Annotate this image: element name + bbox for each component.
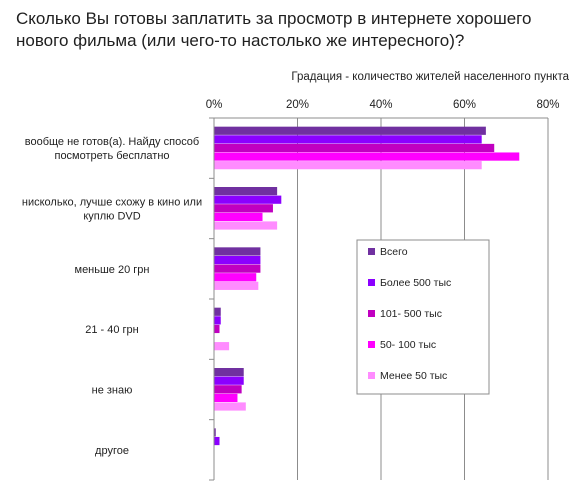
bar bbox=[214, 212, 263, 221]
bar bbox=[214, 316, 221, 325]
bar bbox=[214, 368, 244, 377]
legend-swatch bbox=[368, 372, 375, 379]
category-label: вообще не готов(а). Найду способ bbox=[25, 136, 199, 148]
bar bbox=[214, 428, 216, 437]
bar bbox=[214, 385, 242, 394]
category-label: куплю DVD bbox=[83, 211, 140, 223]
legend-label: 50- 100 тыс bbox=[380, 339, 436, 351]
bar bbox=[214, 152, 520, 161]
legend: Всего Более 500 тыс 101- 500 тыс 50- 100 ты… bbox=[356, 239, 490, 395]
x-tick-label: 80% bbox=[536, 99, 559, 111]
bar bbox=[214, 307, 221, 316]
bar bbox=[214, 324, 220, 334]
bar bbox=[214, 342, 230, 351]
bar bbox=[214, 221, 278, 230]
bar bbox=[214, 187, 278, 196]
bar bbox=[214, 161, 482, 170]
category-label: нисколько, лучше схожу в кино или bbox=[22, 197, 202, 209]
category-label: 21 - 40 грн bbox=[85, 324, 139, 336]
x-tick-label: 0% bbox=[206, 99, 223, 111]
legend-label: Всего bbox=[380, 246, 408, 258]
legend-swatch bbox=[368, 341, 375, 348]
category-label: меньше 20 грн bbox=[75, 264, 150, 276]
bar bbox=[214, 126, 486, 135]
x-tick-label: 20% bbox=[286, 99, 309, 111]
legend-label: Менее 50 тыс bbox=[380, 370, 447, 382]
bar bbox=[214, 264, 261, 273]
legend-label: 101- 500 тыс bbox=[380, 308, 442, 320]
chart-title-line-2: нового фильма (или чего-то настолько же … bbox=[16, 31, 464, 50]
chart-subtitle: Градация - количество жителей населенног… bbox=[291, 71, 569, 83]
bar bbox=[214, 436, 220, 446]
chart-title-line-1: Сколько Вы готовы заплатить за просмотр … bbox=[16, 9, 531, 28]
bar bbox=[214, 281, 259, 290]
legend-swatch bbox=[368, 310, 375, 317]
category-label: посмотреть бесплатно bbox=[54, 150, 169, 162]
bar bbox=[214, 135, 482, 144]
legend-label: Более 500 тыс bbox=[380, 277, 451, 289]
bar bbox=[214, 376, 244, 385]
category-label: другое bbox=[95, 445, 129, 457]
legend-swatch bbox=[368, 248, 375, 255]
bar bbox=[214, 143, 495, 153]
bar bbox=[214, 204, 273, 213]
bar bbox=[214, 247, 261, 256]
x-tick-label: 60% bbox=[453, 99, 476, 111]
bar bbox=[214, 195, 282, 204]
bar bbox=[214, 393, 238, 402]
legend-swatch bbox=[368, 279, 375, 286]
x-tick-label: 40% bbox=[369, 99, 392, 111]
plot-area: 0% 20% 40% 60% 80% вообще не готов(а). Найду … bbox=[22, 99, 560, 481]
bar bbox=[214, 273, 257, 282]
bar bbox=[214, 402, 246, 411]
bar bbox=[214, 255, 261, 265]
legend-box bbox=[356, 239, 490, 395]
category-label: не знаю bbox=[92, 385, 133, 397]
